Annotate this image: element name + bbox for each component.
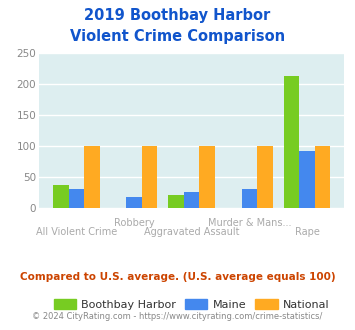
Text: Rape: Rape <box>295 226 320 237</box>
Bar <box>257 146 273 208</box>
Bar <box>53 185 69 208</box>
Text: © 2024 CityRating.com - https://www.cityrating.com/crime-statistics/: © 2024 CityRating.com - https://www.city… <box>32 312 323 321</box>
Bar <box>69 189 84 208</box>
Bar <box>242 189 257 208</box>
Text: Aggravated Assault: Aggravated Assault <box>144 226 240 237</box>
Bar <box>168 195 184 208</box>
Text: Robbery: Robbery <box>114 218 154 228</box>
Text: Violent Crime Comparison: Violent Crime Comparison <box>70 29 285 44</box>
Bar <box>142 146 157 208</box>
Text: Compared to U.S. average. (U.S. average equals 100): Compared to U.S. average. (U.S. average … <box>20 272 335 282</box>
Text: All Violent Crime: All Violent Crime <box>36 226 117 237</box>
Bar <box>184 192 200 208</box>
Text: Murder & Mans...: Murder & Mans... <box>208 218 291 228</box>
Bar <box>84 146 100 208</box>
Bar <box>299 151 315 208</box>
Bar <box>284 76 299 208</box>
Legend: Boothbay Harbor, Maine, National: Boothbay Harbor, Maine, National <box>49 294 334 314</box>
Bar <box>200 146 215 208</box>
Bar <box>126 197 142 208</box>
Text: 2019 Boothbay Harbor: 2019 Boothbay Harbor <box>84 8 271 23</box>
Bar <box>315 146 331 208</box>
